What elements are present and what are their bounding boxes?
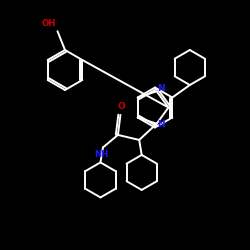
Text: N: N [158, 84, 165, 93]
Text: OH: OH [42, 18, 56, 28]
Text: N: N [158, 120, 165, 130]
Text: O: O [118, 102, 126, 111]
Text: NH: NH [94, 150, 109, 159]
